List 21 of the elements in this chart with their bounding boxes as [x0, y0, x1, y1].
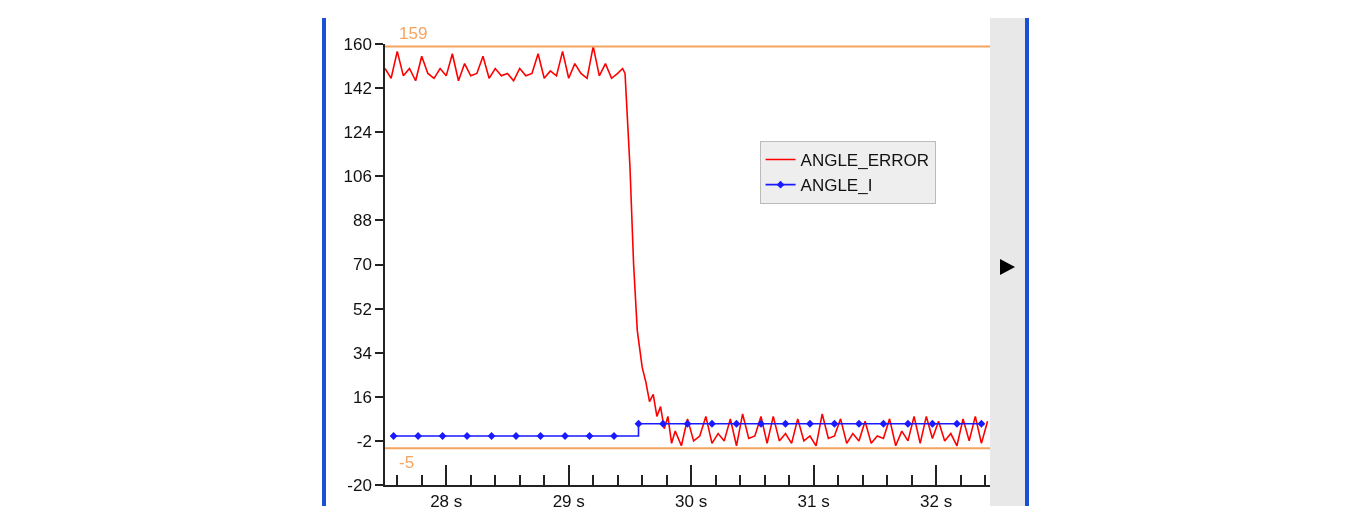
- x-tick-label: 30 s: [675, 492, 708, 512]
- y-tick-label: 70: [352, 255, 372, 275]
- legend-label: ANGLE_ERROR: [800, 151, 930, 171]
- x-tick-label: 32 s: [920, 492, 953, 512]
- y-tick-label: -20: [347, 475, 372, 495]
- x-tick-label: 31 s: [797, 492, 830, 512]
- line-series: [385, 45, 989, 447]
- y-tick-label: 34: [352, 343, 372, 363]
- ref-line-label: 159: [399, 24, 428, 43]
- y-tick-label: 16: [352, 387, 372, 407]
- y-tick-label: 160: [343, 34, 372, 54]
- legend-label: ANGLE_I: [800, 176, 873, 196]
- x-tick-label: 28 s: [430, 492, 463, 512]
- ref-line-label: -5: [399, 453, 415, 472]
- y-tick-label: 106: [343, 167, 372, 187]
- y-tick-label: 142: [343, 79, 372, 99]
- y-tick-label: 124: [343, 123, 372, 143]
- x-tick-label: 29 s: [552, 492, 585, 512]
- y-tick-label: -2: [356, 431, 372, 451]
- y-tick-label: 52: [352, 299, 372, 319]
- y-tick-label: 88: [352, 211, 372, 231]
